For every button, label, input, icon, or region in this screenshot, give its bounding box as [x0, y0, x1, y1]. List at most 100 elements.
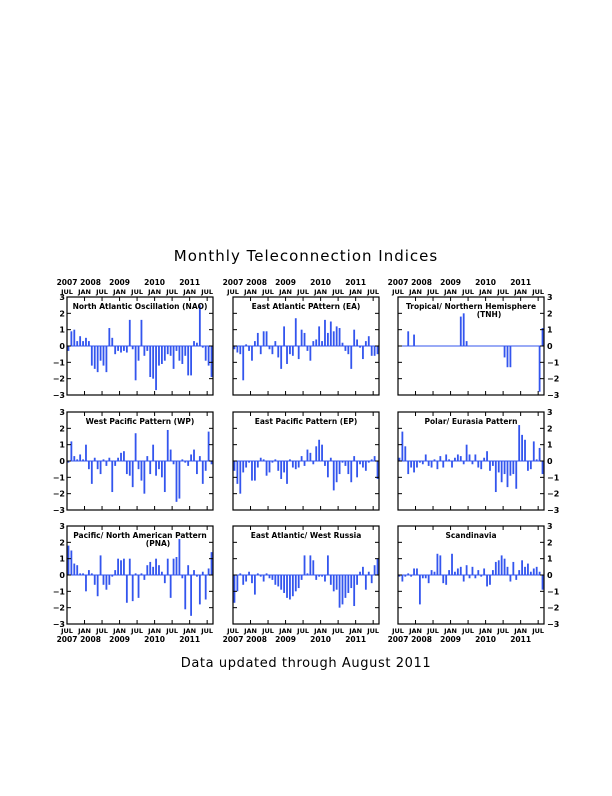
bar [312, 341, 315, 346]
bar [79, 454, 82, 461]
y-tick-label: −2 [547, 490, 559, 499]
bar [497, 461, 500, 473]
bar [300, 329, 303, 346]
bar [155, 558, 157, 575]
bar [491, 570, 494, 575]
bar [198, 575, 201, 605]
bar [181, 346, 184, 364]
panel-title: West Pacific Pattern (WP) [86, 417, 195, 426]
bar [193, 341, 195, 346]
bar [318, 439, 321, 461]
bar [277, 461, 280, 471]
bar [233, 575, 236, 603]
bar [277, 346, 280, 358]
x-month-label: JAN [278, 288, 292, 296]
bar [286, 346, 288, 364]
bar [166, 429, 169, 461]
bar [160, 461, 163, 478]
bar [370, 575, 373, 584]
bar [456, 568, 459, 575]
bar [146, 565, 149, 575]
x-year-label: 2008 [80, 278, 101, 287]
bar [535, 566, 538, 575]
bar [207, 431, 210, 461]
x-year-label: 2010 [475, 635, 496, 644]
x-year-label: 2009 [109, 635, 130, 644]
x-month-label: JUL [130, 288, 143, 296]
bar [462, 575, 465, 582]
bar [99, 346, 102, 361]
bar [350, 346, 353, 369]
bar [518, 570, 521, 575]
bar [436, 553, 439, 575]
x-year-label: 2010 [144, 635, 165, 644]
bar [326, 461, 329, 478]
x-month-label: JAN [443, 288, 457, 296]
bar [271, 461, 274, 463]
bar [448, 459, 450, 461]
y-tick-label: −3 [53, 506, 65, 515]
bar [538, 346, 541, 392]
y-tick-label: 1 [547, 441, 553, 450]
x-year-label: 2007 [57, 635, 78, 644]
x-month-label: JUL [391, 627, 404, 635]
x-year-label: 2008 [411, 278, 432, 287]
y-tick-label: −1 [53, 587, 66, 596]
y-tick-label: −1 [547, 473, 560, 482]
bar [163, 346, 166, 361]
bar [82, 573, 84, 575]
bar [280, 575, 283, 590]
bar [356, 575, 358, 585]
bar [373, 565, 376, 575]
bar [259, 346, 262, 355]
bar [509, 575, 512, 582]
bar [67, 346, 70, 351]
bar [497, 560, 500, 575]
figure-title: Monthly Teleconnection Indices [174, 247, 438, 265]
bar [265, 331, 268, 346]
y-tick-label: −3 [547, 391, 559, 400]
bar [166, 346, 169, 355]
bar [521, 434, 523, 461]
bar [315, 339, 318, 346]
panel-5: East Pacific Pattern (EP) [232, 411, 380, 511]
bar [193, 449, 195, 461]
x-year-label: 2010 [310, 635, 331, 644]
bar [193, 570, 195, 575]
bar [245, 461, 248, 468]
bar [362, 461, 364, 468]
bar [541, 575, 544, 590]
x-year-label: 2011 [179, 278, 200, 287]
bar [85, 444, 87, 461]
bar [125, 346, 128, 353]
x-month-label: JUL [95, 627, 108, 635]
bar [364, 575, 367, 590]
panel-title: Scandinavia [445, 531, 496, 540]
bar [239, 346, 242, 355]
bar [347, 461, 350, 475]
x-month-label: JAN [513, 288, 527, 296]
bar [155, 346, 157, 391]
bar [367, 461, 370, 463]
bar [347, 346, 350, 355]
bar [521, 560, 523, 575]
bar [538, 447, 541, 461]
bar [120, 452, 122, 461]
bar [300, 456, 303, 461]
bar [175, 557, 178, 575]
bar [433, 571, 436, 575]
x-month-label: JUL [366, 288, 379, 296]
x-month-label: JAN [77, 627, 91, 635]
x-month-label: JUL [366, 627, 379, 635]
bar [494, 461, 497, 493]
bar [236, 461, 239, 484]
bar [79, 336, 82, 346]
y-tick-label: −1 [53, 358, 66, 367]
bar [500, 461, 503, 483]
bar [146, 346, 149, 351]
bar [158, 565, 160, 575]
bar [350, 461, 353, 483]
x-year-label: 2007 [388, 278, 409, 287]
bar [326, 332, 329, 346]
x-month-label: JUL [296, 288, 309, 296]
